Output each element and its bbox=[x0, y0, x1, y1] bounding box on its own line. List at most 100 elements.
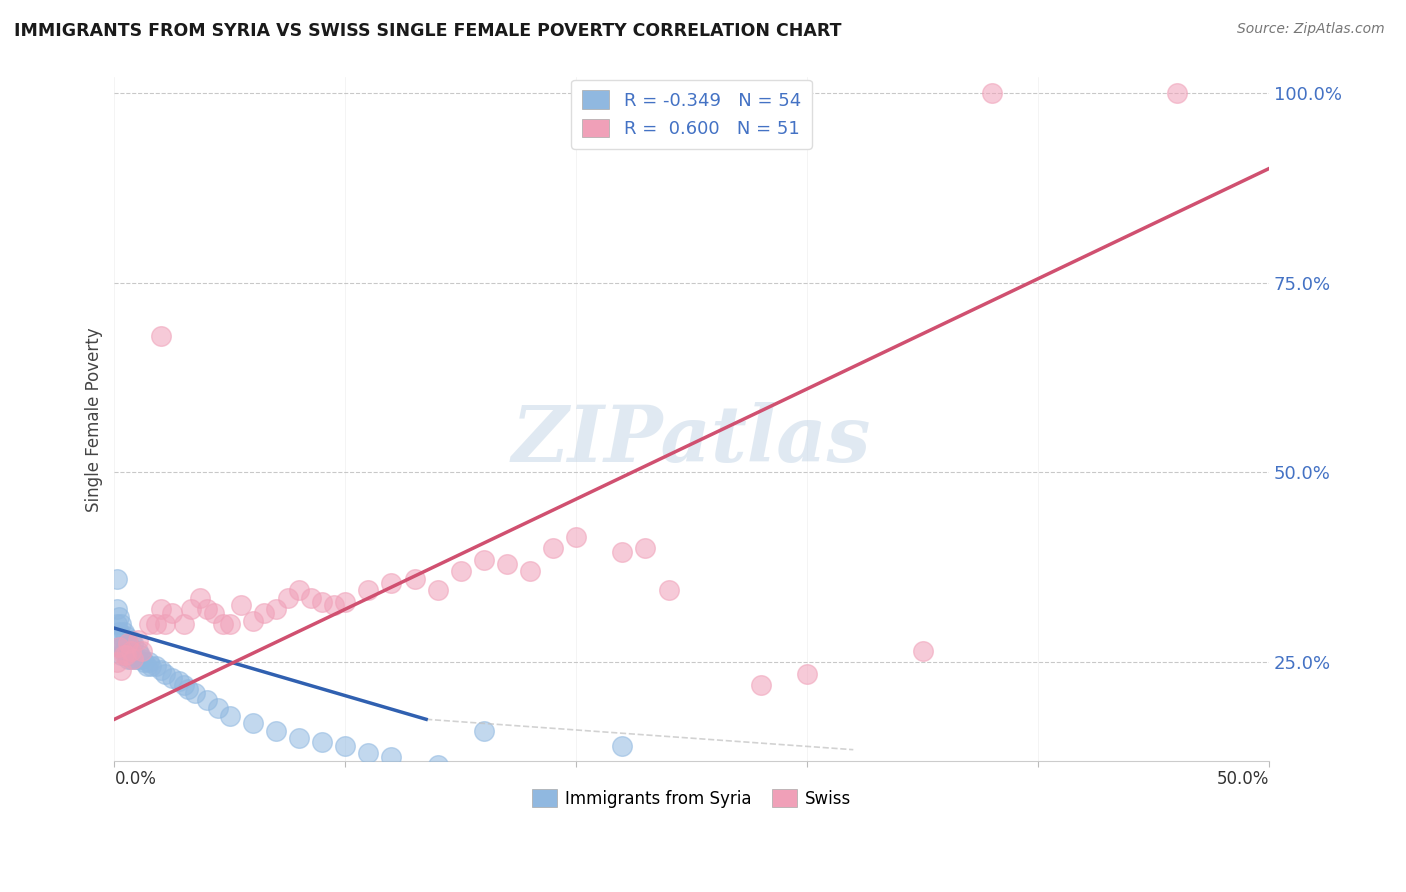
Point bbox=[357, 747, 380, 761]
Point bbox=[117, 644, 139, 658]
Point bbox=[112, 624, 135, 639]
Point bbox=[108, 609, 131, 624]
Point bbox=[173, 678, 195, 692]
Point bbox=[131, 644, 153, 658]
Point bbox=[264, 723, 287, 738]
Point bbox=[120, 644, 142, 658]
Point bbox=[108, 624, 131, 639]
Point bbox=[612, 739, 634, 753]
Point bbox=[160, 606, 183, 620]
Point bbox=[120, 632, 142, 647]
Point bbox=[177, 681, 200, 696]
Point bbox=[115, 640, 138, 654]
Point bbox=[145, 617, 167, 632]
Point bbox=[141, 659, 163, 673]
Point bbox=[105, 617, 128, 632]
Point bbox=[634, 541, 657, 556]
Point bbox=[105, 572, 128, 586]
Point bbox=[160, 671, 183, 685]
Point bbox=[380, 575, 402, 590]
Point bbox=[188, 591, 211, 605]
Point bbox=[658, 583, 681, 598]
Point bbox=[195, 693, 218, 707]
Point bbox=[242, 614, 264, 628]
Point bbox=[127, 644, 149, 658]
Point bbox=[202, 606, 225, 620]
Point bbox=[264, 602, 287, 616]
Point bbox=[105, 656, 128, 670]
Point bbox=[127, 632, 149, 647]
Point bbox=[426, 583, 449, 598]
Y-axis label: Single Female Poverty: Single Female Poverty bbox=[86, 327, 103, 512]
Point bbox=[911, 644, 934, 658]
Point bbox=[110, 629, 132, 643]
Point bbox=[450, 564, 472, 578]
Point bbox=[173, 617, 195, 632]
Point bbox=[117, 651, 139, 665]
Text: 50.0%: 50.0% bbox=[1216, 770, 1270, 789]
Point bbox=[108, 640, 131, 654]
Point bbox=[149, 602, 172, 616]
Point bbox=[242, 716, 264, 731]
Point bbox=[124, 651, 146, 665]
Point bbox=[112, 644, 135, 658]
Point bbox=[105, 602, 128, 616]
Point bbox=[496, 557, 519, 571]
Point bbox=[299, 591, 322, 605]
Point bbox=[155, 617, 177, 632]
Point bbox=[472, 723, 495, 738]
Point bbox=[110, 663, 132, 677]
Point bbox=[380, 750, 402, 764]
Point bbox=[120, 644, 142, 658]
Point bbox=[155, 666, 177, 681]
Point bbox=[145, 659, 167, 673]
Point bbox=[311, 594, 333, 608]
Point bbox=[131, 651, 153, 665]
Point bbox=[115, 629, 138, 643]
Point bbox=[149, 328, 172, 343]
Point bbox=[288, 731, 311, 746]
Point bbox=[138, 617, 160, 632]
Point bbox=[231, 599, 253, 613]
Point bbox=[110, 617, 132, 632]
Point bbox=[149, 663, 172, 677]
Point bbox=[218, 708, 240, 723]
Point bbox=[122, 648, 145, 662]
Point bbox=[311, 735, 333, 749]
Point bbox=[110, 640, 132, 654]
Point bbox=[1166, 86, 1188, 100]
Point bbox=[115, 648, 138, 662]
Point bbox=[135, 659, 157, 673]
Point bbox=[122, 651, 145, 665]
Point bbox=[472, 553, 495, 567]
Point bbox=[749, 678, 772, 692]
Point bbox=[796, 666, 818, 681]
Point bbox=[288, 583, 311, 598]
Text: IMMIGRANTS FROM SYRIA VS SWISS SINGLE FEMALE POVERTY CORRELATION CHART: IMMIGRANTS FROM SYRIA VS SWISS SINGLE FE… bbox=[14, 22, 842, 40]
Point bbox=[322, 599, 344, 613]
Point bbox=[980, 86, 1002, 100]
Point bbox=[195, 602, 218, 616]
Point bbox=[335, 594, 357, 608]
Point bbox=[612, 545, 634, 559]
Point bbox=[115, 648, 138, 662]
Point bbox=[112, 640, 135, 654]
Point bbox=[426, 757, 449, 772]
Text: Source: ZipAtlas.com: Source: ZipAtlas.com bbox=[1237, 22, 1385, 37]
Point bbox=[218, 617, 240, 632]
Point bbox=[184, 686, 207, 700]
Point bbox=[117, 636, 139, 650]
Point bbox=[117, 636, 139, 650]
Point bbox=[212, 617, 235, 632]
Point bbox=[122, 636, 145, 650]
Point bbox=[404, 572, 426, 586]
Point bbox=[127, 651, 149, 665]
Point bbox=[134, 656, 156, 670]
Legend: Immigrants from Syria, Swiss: Immigrants from Syria, Swiss bbox=[526, 783, 858, 814]
Point bbox=[108, 640, 131, 654]
Point bbox=[138, 656, 160, 670]
Point bbox=[167, 674, 190, 689]
Text: 0.0%: 0.0% bbox=[114, 770, 156, 789]
Point bbox=[357, 583, 380, 598]
Point bbox=[180, 602, 202, 616]
